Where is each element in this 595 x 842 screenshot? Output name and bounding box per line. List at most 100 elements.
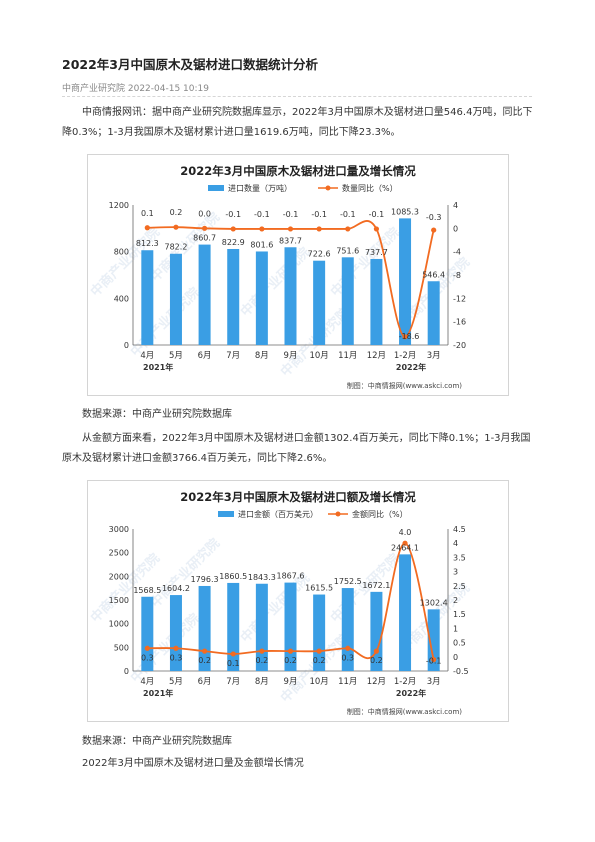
year-label-2021: 2021年	[143, 362, 173, 372]
bar	[255, 583, 268, 671]
growth-point	[402, 334, 408, 340]
left-axis-tick-label: 400	[114, 294, 129, 303]
right-axis-tick-label: 4.5	[453, 525, 466, 534]
growth-point	[201, 225, 208, 231]
bar	[427, 281, 440, 345]
growth-point	[316, 226, 322, 232]
bar	[141, 596, 154, 671]
growth-point	[144, 225, 150, 231]
bar	[399, 554, 412, 671]
year-label-2022: 2022年	[396, 362, 426, 372]
legend-label-bar: 进口数量（万吨）	[228, 183, 292, 193]
growth-value-label: 0.2	[255, 656, 268, 665]
category-label: 8月	[255, 351, 269, 361]
bar	[284, 247, 297, 345]
right-axis-tick-label: 4	[453, 539, 458, 548]
bar-value-label: 1302.4	[420, 598, 448, 607]
growth-point	[431, 657, 437, 663]
category-label: 7月	[226, 351, 240, 361]
legend-label-bar: 进口金额（百万美元）	[238, 509, 318, 519]
left-axis-tick-label: 2000	[109, 572, 129, 581]
right-axis-tick-label: -0.5	[453, 667, 469, 676]
bar	[255, 251, 268, 345]
bar	[284, 582, 297, 671]
growth-line	[147, 220, 435, 338]
left-axis-tick-label: 0	[124, 341, 129, 350]
year-label-2021: 2021年	[143, 688, 173, 698]
category-label: 5月	[169, 351, 183, 361]
growth-value-label: -0.1	[340, 210, 356, 219]
category-label: 4月	[140, 677, 154, 687]
legend-swatch-bar	[208, 185, 224, 191]
bar-value-label: 801.6	[250, 240, 273, 249]
growth-value-label: 0.3	[141, 653, 154, 662]
bar-value-label: 1604.2	[162, 584, 190, 593]
article-title: 2022年3月中国原木及锯材进口数据统计分析	[62, 57, 318, 72]
bar	[313, 260, 326, 345]
growth-value-label: -0.1	[254, 210, 270, 219]
legend-marker-line	[325, 185, 331, 191]
growth-value-label: 0.2	[170, 208, 183, 217]
category-label: 10月	[309, 351, 328, 361]
watermark-text: 中商产业研究院	[237, 244, 313, 320]
category-label: 8月	[255, 677, 269, 687]
bar	[427, 609, 440, 671]
growth-value-label: 4.0	[399, 528, 412, 537]
growth-point	[345, 226, 351, 232]
meta-divider	[62, 96, 532, 97]
category-label: 11月	[338, 677, 357, 687]
legend-label-line: 金额同比（%）	[352, 509, 408, 519]
category-label: 3月	[427, 351, 441, 361]
bar-value-label: 812.3	[136, 239, 159, 248]
watermark-text: 中商产业研究院	[127, 284, 203, 360]
category-label: 10月	[309, 677, 328, 687]
legend-swatch-bar	[218, 511, 234, 517]
chart-title: 2022年3月中国原木及锯材进口量及增长情况	[180, 164, 416, 178]
bar-value-label: 1568.5	[133, 586, 161, 595]
left-axis-tick-label: 1000	[109, 620, 129, 629]
category-label: 6月	[198, 351, 212, 361]
growth-point	[230, 226, 236, 232]
right-axis-tick-label: 3	[453, 568, 458, 577]
growth-value-label: 0.2	[370, 656, 383, 665]
bar-value-label: 2464.1	[391, 543, 419, 552]
right-axis-tick-label: 1.5	[453, 610, 466, 619]
bar-value-label: 1843.3	[248, 573, 276, 582]
left-axis-tick-label: 1200	[109, 201, 129, 210]
right-axis-tick-label: 0	[453, 653, 458, 662]
bar-value-label: 751.6	[336, 246, 359, 255]
category-label: 1-2月	[394, 677, 416, 687]
watermark-text: 中商产业研究院	[147, 535, 223, 611]
bar	[169, 595, 182, 671]
growth-point	[230, 651, 236, 657]
growth-value-label: -0.1	[225, 210, 241, 219]
left-axis-tick-label: 1500	[109, 596, 129, 605]
bar	[198, 244, 211, 345]
growth-point	[287, 226, 294, 232]
right-axis-tick-label: 3.5	[453, 553, 466, 562]
amount-paragraph: 从金额方面来看，2022年3月中国原木及锯材进口金额1302.4百万美元，同比下…	[62, 433, 531, 464]
right-axis-tick-label: 4	[453, 201, 458, 210]
bar	[370, 591, 383, 671]
bar-value-label: 1672.1	[362, 581, 390, 590]
growth-value-label: 0.0	[198, 209, 211, 218]
right-axis-tick-label: -12	[453, 294, 466, 303]
bar-value-label: 1752.5	[334, 577, 362, 586]
legend-marker-line	[335, 511, 341, 517]
growth-point	[431, 227, 437, 233]
year-label-2022: 2022年	[396, 688, 426, 698]
category-label: 6月	[198, 677, 212, 687]
bar-value-label: 837.7	[279, 236, 302, 245]
growth-point	[173, 645, 179, 651]
growth-value-label: -0.1	[311, 210, 327, 219]
growth-value-label: -0.1	[283, 210, 299, 219]
bar	[227, 248, 240, 345]
right-axis-tick-label: -4	[453, 248, 461, 257]
growth-point	[373, 226, 380, 232]
growth-point	[373, 648, 380, 654]
import-amount-chart: 中商产业研究院中商产业研究院中商产业研究院中商产业研究院中商产业研究院中商产业研…	[87, 480, 509, 722]
next-chart-caption: 2022年3月中国原木及锯材进口量及金额增长情况	[82, 758, 304, 769]
bar-value-label: 860.7	[193, 234, 216, 243]
category-label: 9月	[284, 677, 298, 687]
bar	[198, 585, 211, 671]
